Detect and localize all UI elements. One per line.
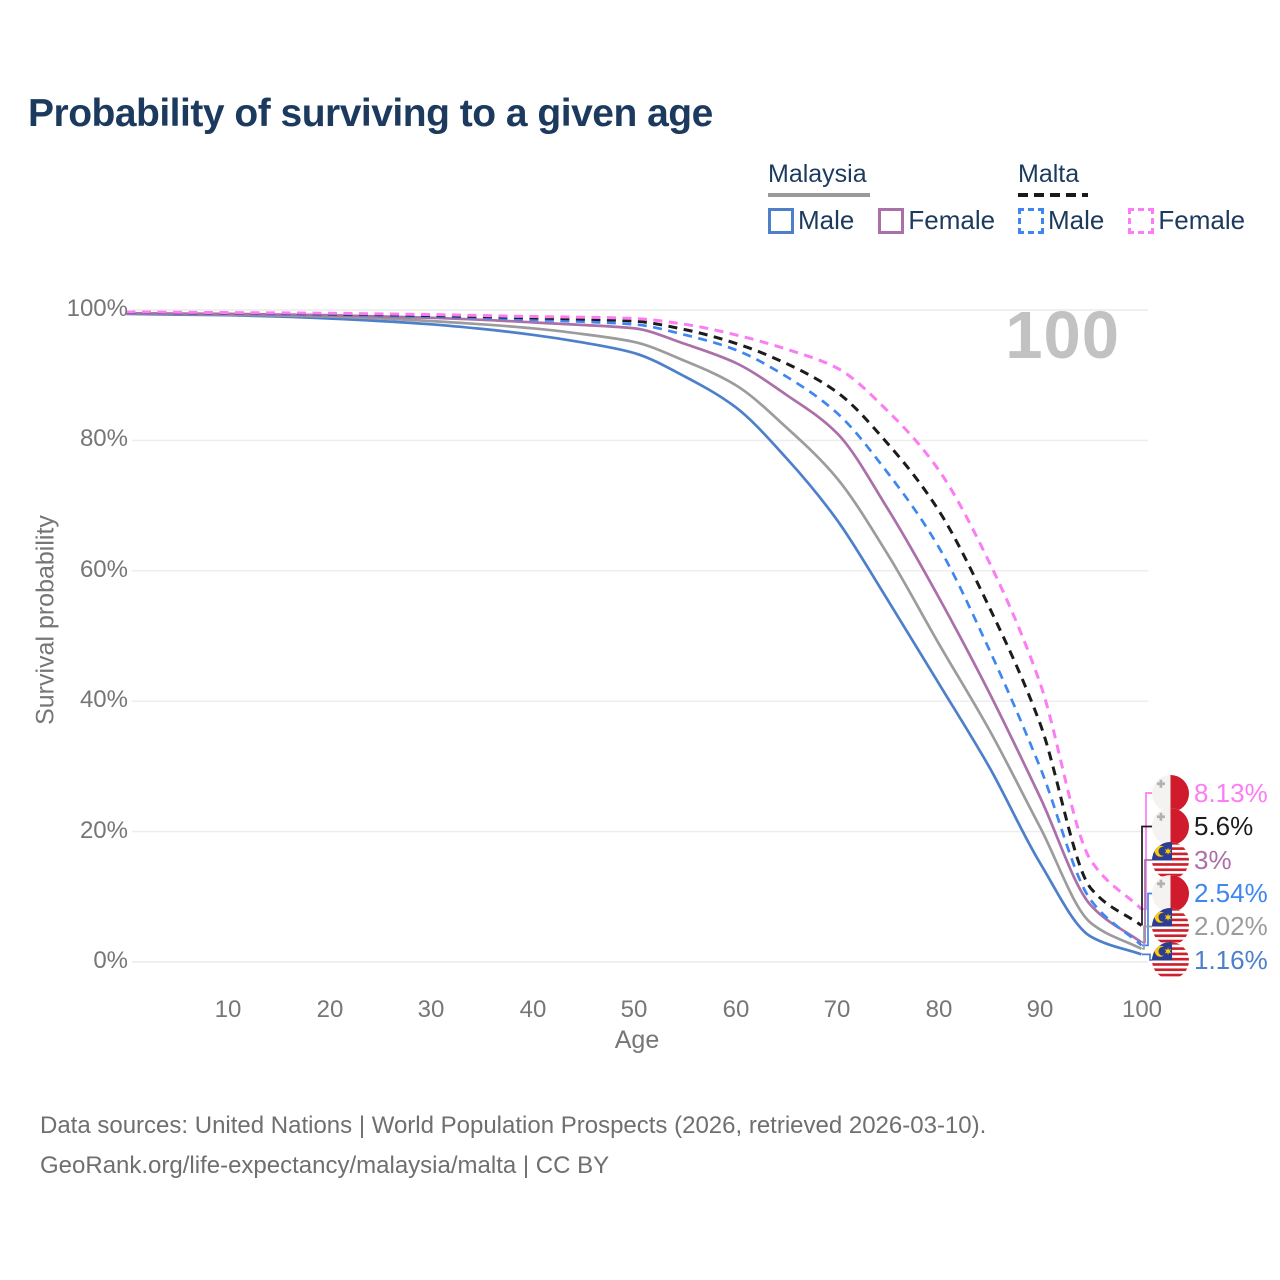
end-label-malaysia-female: 3%: [1152, 841, 1232, 879]
x-tick-100: 100: [1121, 996, 1163, 1023]
series-line-malaysia-male[interactable]: [126, 312, 1142, 956]
legend-item-malta-female[interactable]: Female: [1128, 205, 1245, 236]
x-tick-60: 60: [722, 996, 750, 1023]
legend-item-label: Male: [798, 205, 855, 235]
y-tick-60: 60%: [79, 556, 128, 583]
data-source-note: Data sources: United Nations | World Pop…: [40, 1106, 986, 1186]
x-tick-50: 50: [620, 996, 648, 1023]
leader-line: [1141, 825, 1153, 926]
legend-item-malaysia-female[interactable]: Female: [878, 205, 995, 236]
end-label-value: 1.16%: [1194, 944, 1268, 975]
legend-header-malta: Malta: [1018, 160, 1080, 188]
x-tick-20: 20: [316, 996, 344, 1023]
age-counter-watermark: 100: [1005, 298, 1120, 373]
end-label-value: 8.13%: [1194, 777, 1268, 808]
x-axis-title: Age: [614, 1026, 660, 1054]
malta-flag-icon: [1152, 875, 1189, 912]
malta-flag-icon: [1152, 808, 1189, 845]
license-line: GeoRank.org/life-expectancy/malaysia/mal…: [40, 1152, 610, 1179]
y-axis-title: Survival probability: [31, 515, 60, 725]
legend: Malaysia Male Female Malta Male: [768, 160, 1268, 240]
series-line-malta-female[interactable]: [126, 310, 1143, 911]
x-tick-80: 80: [925, 996, 953, 1023]
end-label-value: 2.02%: [1194, 911, 1268, 941]
malaysia-male-swatch-icon: [768, 207, 794, 234]
end-label-value: 2.54%: [1194, 878, 1268, 908]
malta-male-swatch-icon: [1018, 207, 1044, 234]
end-label-malta: 5.6%: [1152, 808, 1253, 845]
malaysia-line-style-sample: [768, 193, 870, 197]
x-tick-30: 30: [417, 996, 445, 1023]
page-title: Probability of surviving to a given age: [28, 92, 713, 135]
y-tick-0: 0%: [93, 947, 128, 974]
y-tick-40: 40%: [79, 686, 128, 713]
leader-line: [1142, 953, 1153, 961]
legend-header-malaysia: Malaysia: [768, 160, 867, 188]
end-label-malaysia: 2.02%: [1152, 908, 1268, 945]
malta-flag-icon: [1152, 774, 1189, 812]
legend-group-malta: Malta Male Female: [1018, 160, 1245, 236]
series-line-malta-male[interactable]: [126, 311, 1143, 947]
series-line-malta[interactable]: [126, 310, 1143, 927]
y-tick-20: 20%: [79, 817, 128, 844]
series-line-malaysia[interactable]: [126, 311, 1143, 951]
malaysia-female-swatch-icon: [878, 207, 905, 234]
source-line: Data sources: United Nations | World Pop…: [40, 1112, 987, 1139]
legend-item-label: Male: [1048, 205, 1105, 235]
legend-item-malta-male[interactable]: Male: [1018, 205, 1104, 236]
end-label-malta-female: 8.13%: [1152, 774, 1268, 812]
end-label-value: 3%: [1194, 844, 1232, 875]
malaysia-flag-icon: [1152, 941, 1189, 979]
legend-item-malaysia-male[interactable]: Male: [768, 205, 854, 236]
series-line-malaysia-female[interactable]: [126, 311, 1143, 944]
y-tick-80: 80%: [79, 425, 128, 452]
legend-item-label: Female: [908, 205, 996, 235]
end-label-value: 5.6%: [1194, 811, 1254, 841]
x-tick-10: 10: [214, 996, 242, 1023]
leader-line: [1142, 925, 1153, 950]
y-tick-100: 100%: [66, 295, 128, 322]
x-tick-70: 70: [823, 996, 851, 1023]
end-label-malta-male: 2.54%: [1152, 875, 1268, 912]
malaysia-flag-icon: [1152, 841, 1189, 879]
x-tick-90: 90: [1026, 996, 1054, 1023]
leader-line: [1142, 792, 1153, 910]
legend-item-label: Female: [1158, 205, 1246, 235]
x-tick-40: 40: [519, 996, 547, 1023]
malta-line-style-sample: [1018, 193, 1088, 197]
malta-female-swatch-icon: [1128, 207, 1155, 234]
leader-line: [1142, 892, 1153, 947]
legend-group-malaysia: Malaysia Male Female: [768, 160, 995, 236]
end-label-malaysia-male: 1.16%: [1152, 941, 1268, 979]
malaysia-flag-icon: [1152, 908, 1189, 945]
